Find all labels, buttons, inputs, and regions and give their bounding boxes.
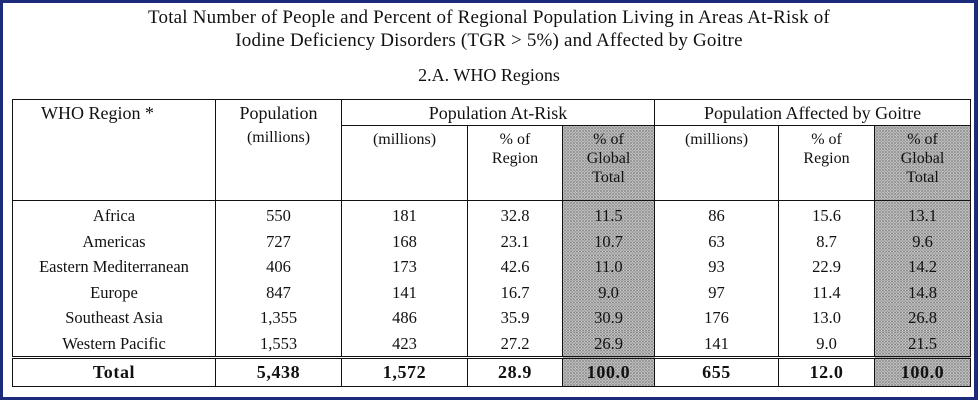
header-risk-pct-region: % of Region	[467, 125, 563, 201]
header-risk-pct-global: % of Global Total	[561, 125, 656, 201]
cell-goitre-pct-global: 21.5	[874, 330, 972, 358]
cell-goitre-pct-region: 11.4	[778, 279, 876, 305]
cell-region: Africa	[12, 200, 216, 229]
cell-goitre-pct-global: 9.6	[874, 228, 972, 254]
header-risk-pct-global-line1: % of	[593, 131, 624, 148]
cell-population: 847	[215, 279, 342, 305]
cell-risk-pct-region: 42.6	[467, 254, 563, 280]
header-at-risk-group: Population At-Risk	[340, 99, 656, 126]
header-population-label: Population	[239, 103, 318, 123]
header-risk-millions-label: (millions)	[372, 131, 437, 148]
cell-goitre-pct-global: 13.1	[874, 200, 972, 229]
cell-risk-pct-global: 11.0	[561, 254, 656, 280]
cell-goitre-pct-region: 9.0	[778, 330, 876, 358]
header-risk-pct-region-line2: Region	[491, 150, 539, 167]
cell-risk-pct-global: 10.7	[561, 228, 656, 254]
cell-region: Europe	[12, 279, 216, 305]
header-population: Population (millions)	[215, 99, 342, 201]
header-risk-pct-region-line1: % of	[499, 131, 531, 148]
cell-risk-pct-region: 27.2	[467, 330, 563, 358]
table-row: Americas 727 168 23.1 10.7 63 8.7 9.6	[12, 228, 972, 254]
cell-goitre-pct-region: 22.9	[778, 254, 876, 280]
cell-goitre-pct-global: 14.8	[874, 279, 972, 305]
total-risk-pct-global: 100.0	[561, 356, 656, 387]
cell-risk-pct-region: 23.1	[467, 228, 563, 254]
cell-goitre-millions: 93	[654, 254, 780, 280]
total-label: Total	[12, 356, 216, 387]
cell-population: 727	[215, 228, 342, 254]
who-regions-table: WHO Region * Population (millions) Popul…	[12, 99, 972, 387]
cell-risk-pct-global: 26.9	[561, 330, 656, 358]
header-region-label: WHO Region *	[41, 103, 154, 123]
cell-risk-pct-global: 30.9	[561, 305, 656, 331]
total-population: 5,438	[215, 356, 342, 387]
cell-population: 1,355	[215, 305, 342, 331]
header-goitre-group: Population Affected by Goitre	[654, 99, 972, 126]
cell-goitre-pct-global: 14.2	[874, 254, 972, 280]
cell-goitre-pct-global: 26.8	[874, 305, 972, 331]
cell-goitre-pct-region: 8.7	[778, 228, 876, 254]
table-row: Eastern Mediterranean 406 173 42.6 11.0 …	[12, 254, 972, 280]
table-subtitle: 2.A. WHO Regions	[418, 65, 560, 85]
cell-risk-millions: 486	[341, 305, 468, 331]
table-row: Western Pacific 1,553 423 27.2 26.9 141 …	[12, 330, 972, 358]
header-goitre-pct-global-line1: % of	[907, 131, 938, 148]
cell-region: Southeast Asia	[12, 305, 216, 331]
header-goitre-pct-region-line1: % of	[811, 131, 842, 148]
cell-risk-millions: 181	[341, 200, 468, 229]
cell-region: Western Pacific	[12, 330, 216, 358]
table-title-line-2: Iodine Deficiency Disorders (TGR > 5%) a…	[235, 30, 743, 51]
cell-goitre-millions: 141	[654, 330, 780, 358]
header-goitre-millions-label: (millions)	[684, 131, 749, 148]
total-risk-pct-region: 28.9	[467, 356, 563, 387]
header-goitre-millions: (millions)	[654, 125, 780, 201]
table-row: Europe 847 141 16.7 9.0 97 11.4 14.8	[12, 279, 972, 305]
cell-risk-pct-region: 35.9	[467, 305, 563, 331]
cell-goitre-millions: 63	[654, 228, 780, 254]
cell-goitre-pct-region: 15.6	[778, 200, 876, 229]
cell-goitre-millions: 97	[654, 279, 780, 305]
table-row: Southeast Asia 1,355 486 35.9 30.9 176 1…	[12, 305, 972, 331]
header-region: WHO Region *	[12, 99, 216, 201]
header-goitre-pct-region-line2: Region	[803, 150, 850, 167]
cell-population: 1,553	[215, 330, 342, 358]
cell-goitre-millions: 86	[654, 200, 780, 229]
cell-risk-pct-region: 32.8	[467, 200, 563, 229]
cell-population: 550	[215, 200, 342, 229]
header-row-columns: (millions) % of Region % of Global Total…	[13, 125, 972, 201]
total-goitre-pct-global: 100.0	[874, 356, 972, 387]
total-goitre-millions: 655	[654, 356, 780, 387]
cell-risk-millions: 141	[341, 279, 468, 305]
total-row: Total 5,438 1,572 28.9 100.0 655 12.0 10…	[12, 356, 972, 387]
header-goitre-pct-global: % of Global Total	[874, 125, 972, 201]
cell-risk-pct-global: 11.5	[561, 200, 656, 229]
cell-risk-millions: 168	[341, 228, 468, 254]
total-risk-millions: 1,572	[341, 356, 468, 387]
header-goitre-pct-region: % of Region	[778, 125, 876, 201]
cell-goitre-pct-region: 13.0	[778, 305, 876, 331]
cell-risk-pct-global: 9.0	[561, 279, 656, 305]
header-population-unit: (millions)	[246, 129, 311, 146]
cell-risk-pct-region: 16.7	[467, 279, 563, 305]
header-goitre-pct-global-line3: Total	[906, 169, 939, 186]
cell-risk-millions: 423	[341, 330, 468, 358]
cell-region: Eastern Mediterranean	[12, 254, 216, 280]
table-title-line-1: Total Number of People and Percent of Re…	[148, 7, 830, 28]
header-risk-pct-global-line3: Total	[592, 169, 625, 186]
cell-population: 406	[215, 254, 342, 280]
header-risk-pct-global-line2: Global	[586, 150, 631, 167]
header-row-groups: WHO Region * Population (millions) Popul…	[12, 99, 972, 201]
frame-shadow	[974, 0, 978, 400]
cell-region: Americas	[12, 228, 216, 254]
cell-goitre-millions: 176	[654, 305, 780, 331]
header-risk-millions: (millions)	[341, 125, 468, 201]
total-goitre-pct-region: 12.0	[778, 356, 876, 387]
table-row: Africa 550 181 32.8 11.5 86 15.6 13.1	[12, 200, 972, 229]
cell-risk-millions: 173	[341, 254, 468, 280]
header-goitre-pct-global-line2: Global	[900, 150, 945, 167]
